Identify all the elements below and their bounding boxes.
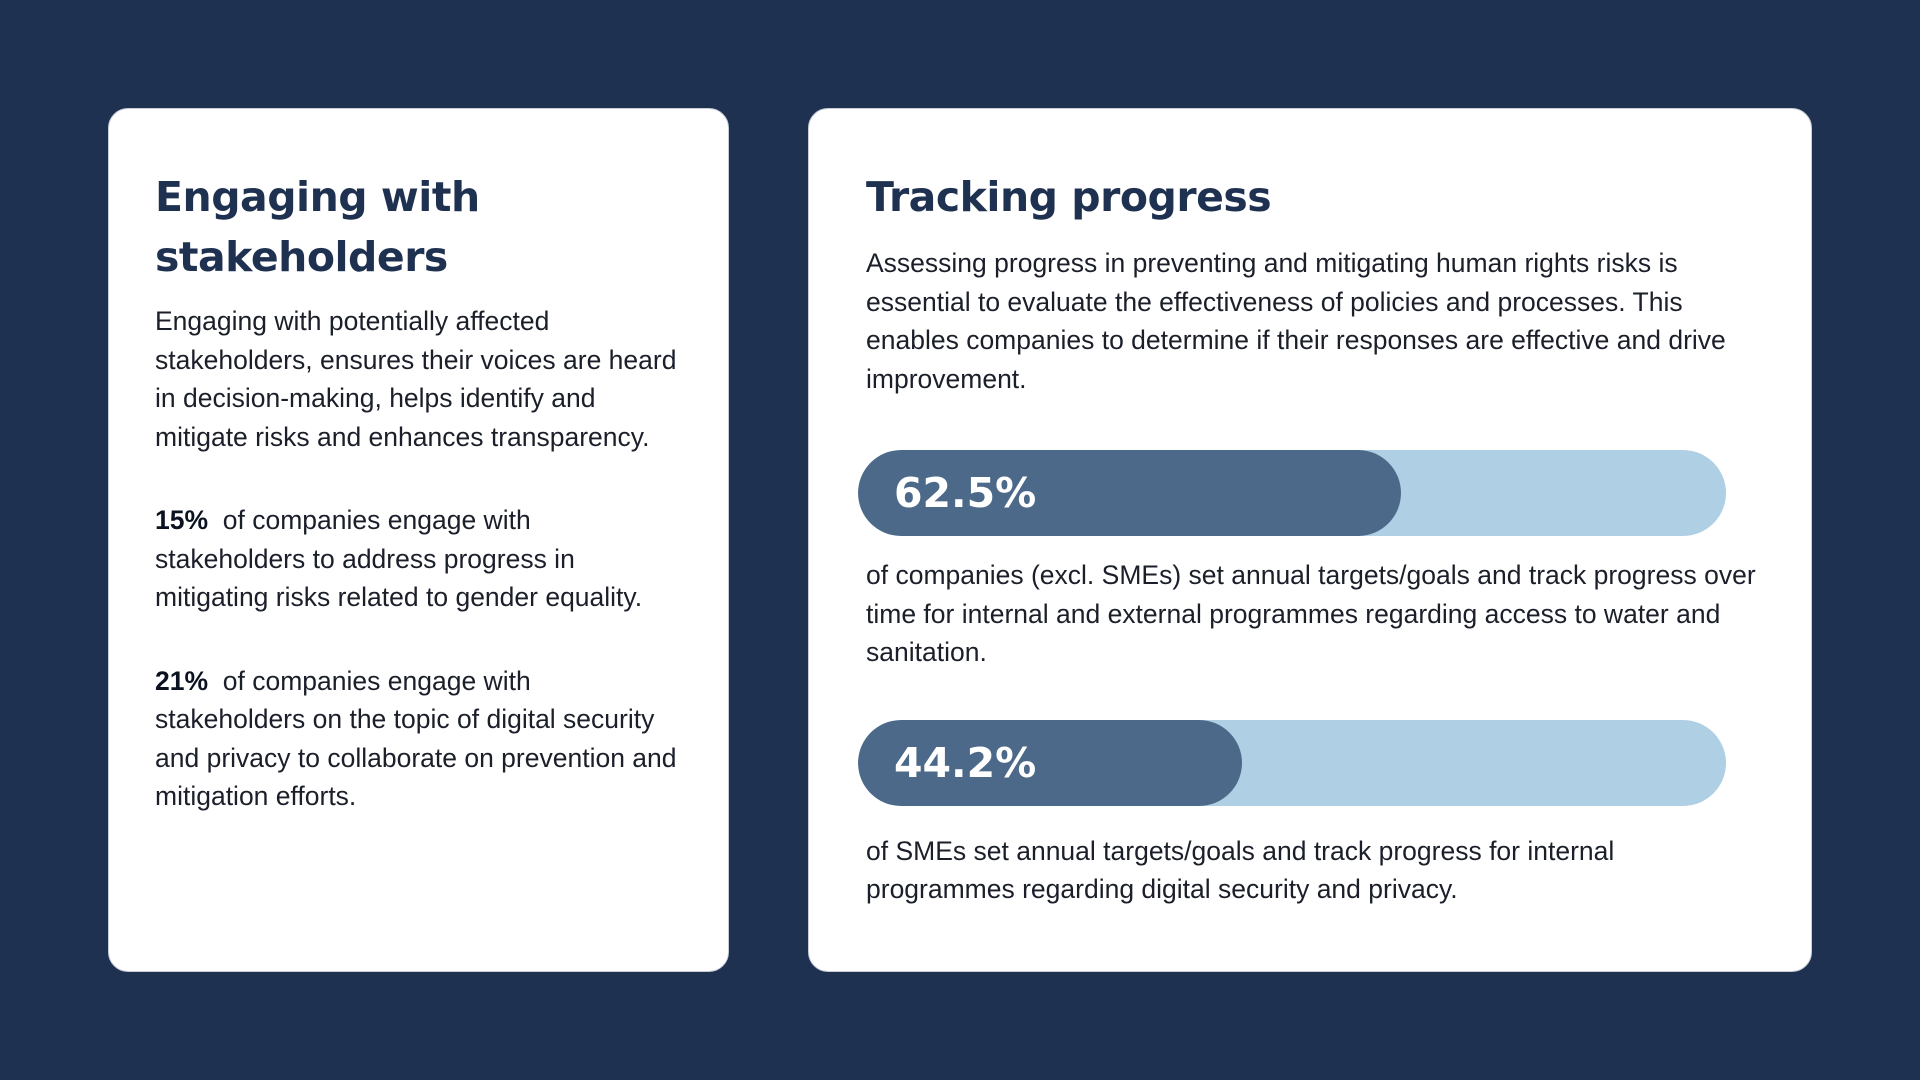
tracking-progress-intro: Assessing progress in preventing and mit…: [866, 248, 1726, 394]
stakeholders-intro: Engaging with potentially affected stake…: [155, 306, 677, 452]
stat-value: 15%: [155, 505, 209, 535]
stat-gender-equality: 15% of companies engage with stakeholder…: [155, 501, 684, 617]
stakeholders-title-line2: stakeholders: [155, 233, 448, 281]
stakeholders-title: Engaging with stakeholders: [155, 167, 684, 287]
progress-bar-label: 62.5%: [894, 469, 1037, 517]
stakeholders-title-line1: Engaging with: [155, 173, 480, 221]
stakeholders-card: Engaging with stakeholders Engaging with…: [108, 108, 729, 972]
stat-text: of companies engage with stakeholders on…: [155, 665, 677, 812]
progress-bar-fill: [858, 719, 1242, 806]
progress-bar-description: of companies (excl. SMEs) set annual tar…: [866, 560, 1756, 667]
stat-digital-security: 21% of companies engage with stakeholder…: [155, 662, 684, 816]
stat-value: 21%: [155, 665, 209, 696]
tracking-progress-card: Tracking progress Assessing progress in …: [808, 108, 1812, 972]
progress-bar-digital-security: 44.2%: [858, 719, 1726, 806]
progress-bar-description: of SMEs set annual targets/goals and tra…: [866, 835, 1615, 905]
progress-bar-label: 44.2%: [894, 738, 1037, 787]
tracking-progress-title: Tracking progress: [866, 173, 1272, 221]
stat-text: of companies engage with stakeholders to…: [155, 505, 643, 612]
progress-bar-fill: [858, 450, 1401, 536]
progress-bar-water-sanitation: 62.5%: [858, 450, 1726, 536]
